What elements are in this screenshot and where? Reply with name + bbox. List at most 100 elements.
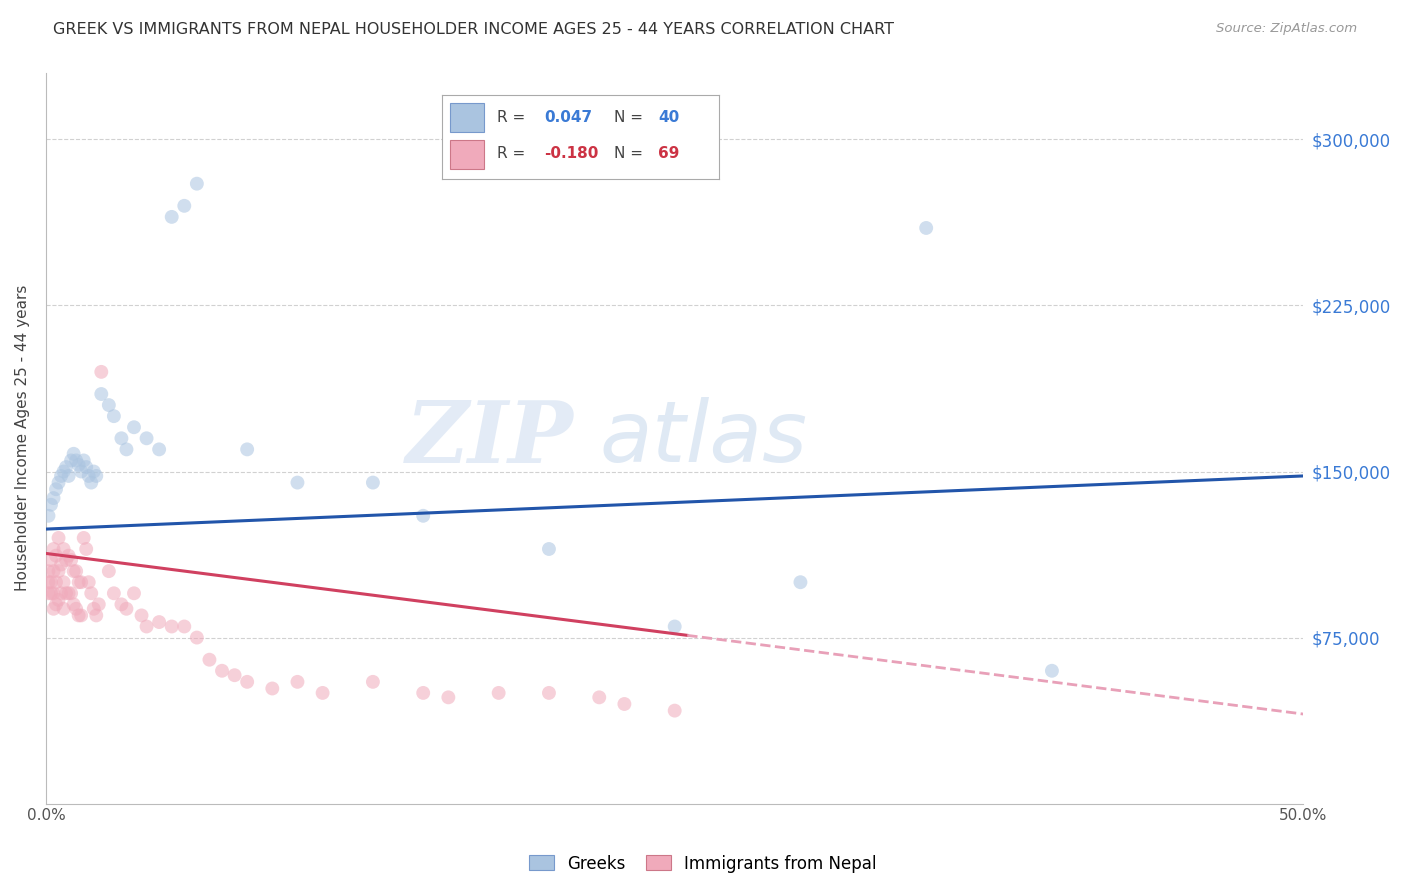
Point xyxy=(70,575,93,590)
Point xyxy=(62,598,84,612)
Point xyxy=(42,601,65,615)
Point xyxy=(110,598,132,612)
Point xyxy=(664,619,686,633)
Point xyxy=(45,598,67,612)
Point xyxy=(84,608,107,623)
Point xyxy=(60,453,83,467)
Point xyxy=(75,541,97,556)
Point xyxy=(664,704,686,718)
Point xyxy=(52,541,75,556)
Text: Source: ZipAtlas.com: Source: ZipAtlas.com xyxy=(1216,22,1357,36)
Point xyxy=(97,564,120,578)
Point xyxy=(48,564,70,578)
Point xyxy=(49,586,72,600)
Point xyxy=(75,460,97,475)
Point xyxy=(122,420,145,434)
Point xyxy=(84,469,107,483)
Text: ZIP: ZIP xyxy=(406,397,574,480)
Point xyxy=(58,586,80,600)
Point xyxy=(789,575,811,590)
Point xyxy=(42,564,65,578)
Point xyxy=(613,697,636,711)
Point xyxy=(77,469,100,483)
Point xyxy=(52,575,75,590)
Point xyxy=(42,586,65,600)
Point xyxy=(1040,664,1063,678)
Point xyxy=(90,387,112,401)
Point xyxy=(160,210,183,224)
Point xyxy=(103,409,125,424)
Point xyxy=(236,674,259,689)
Point xyxy=(488,686,510,700)
Point xyxy=(103,586,125,600)
Point xyxy=(135,619,157,633)
Point xyxy=(62,564,84,578)
Point xyxy=(262,681,284,696)
Point xyxy=(48,531,70,545)
Point xyxy=(437,690,460,705)
Legend: Greeks, Immigrants from Nepal: Greeks, Immigrants from Nepal xyxy=(523,848,883,880)
Point xyxy=(45,482,67,496)
Point xyxy=(224,668,246,682)
Point xyxy=(37,575,59,590)
Point xyxy=(361,475,384,490)
Point xyxy=(148,442,170,457)
Point xyxy=(87,598,110,612)
Point xyxy=(915,221,938,235)
Point xyxy=(198,653,221,667)
Point xyxy=(160,619,183,633)
Point xyxy=(39,498,62,512)
Point xyxy=(211,664,233,678)
Point xyxy=(412,508,434,523)
Point xyxy=(67,458,90,472)
Point xyxy=(37,586,59,600)
Point xyxy=(39,586,62,600)
Point xyxy=(361,674,384,689)
Point xyxy=(115,442,138,457)
Point xyxy=(311,686,333,700)
Point xyxy=(58,469,80,483)
Point xyxy=(83,465,105,479)
Point xyxy=(45,575,67,590)
Point xyxy=(115,601,138,615)
Point xyxy=(55,460,77,475)
Point xyxy=(122,586,145,600)
Point xyxy=(236,442,259,457)
Point xyxy=(537,541,560,556)
Y-axis label: Householder Income Ages 25 - 44 years: Householder Income Ages 25 - 44 years xyxy=(15,285,30,591)
Point xyxy=(70,608,93,623)
Point xyxy=(537,686,560,700)
Point xyxy=(37,508,59,523)
Point xyxy=(186,177,208,191)
Point xyxy=(45,549,67,563)
Point xyxy=(80,586,103,600)
Point xyxy=(55,553,77,567)
Point xyxy=(287,475,309,490)
Point xyxy=(42,541,65,556)
Point xyxy=(73,453,96,467)
Point xyxy=(80,475,103,490)
Point xyxy=(173,199,195,213)
Text: atlas: atlas xyxy=(599,397,807,480)
Point xyxy=(77,575,100,590)
Point xyxy=(48,593,70,607)
Point xyxy=(39,575,62,590)
Point xyxy=(110,431,132,445)
Point xyxy=(62,447,84,461)
Point xyxy=(42,491,65,505)
Point xyxy=(39,553,62,567)
Text: GREEK VS IMMIGRANTS FROM NEPAL HOUSEHOLDER INCOME AGES 25 - 44 YEARS CORRELATION: GREEK VS IMMIGRANTS FROM NEPAL HOUSEHOLD… xyxy=(53,22,894,37)
Point xyxy=(83,601,105,615)
Point xyxy=(52,601,75,615)
Point xyxy=(97,398,120,412)
Point xyxy=(48,475,70,490)
Point xyxy=(37,564,59,578)
Point xyxy=(90,365,112,379)
Point xyxy=(60,553,83,567)
Point xyxy=(67,575,90,590)
Point xyxy=(135,431,157,445)
Point xyxy=(65,453,87,467)
Point xyxy=(173,619,195,633)
Point xyxy=(588,690,610,705)
Point xyxy=(186,631,208,645)
